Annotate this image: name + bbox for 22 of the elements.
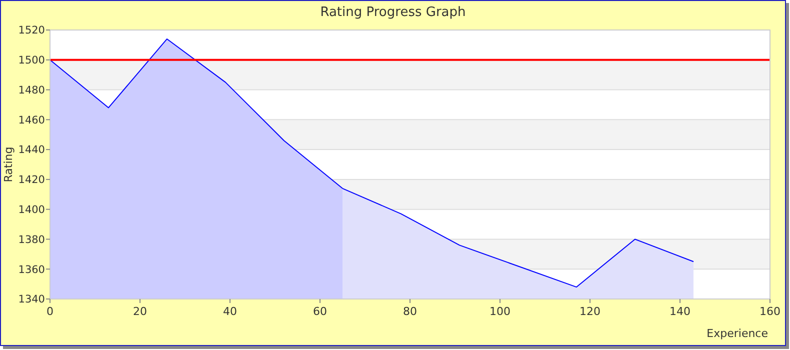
x-tick-label: 0 bbox=[46, 305, 54, 318]
x-tick-label: 40 bbox=[223, 305, 237, 318]
y-tick-label: 1460 bbox=[18, 114, 45, 126]
y-tick-label: 1520 bbox=[18, 24, 45, 37]
x-tick-label: 20 bbox=[133, 305, 147, 318]
chart-title: Rating Progress Graph bbox=[320, 5, 466, 20]
y-tick-label: 1420 bbox=[18, 174, 45, 186]
y-tick-label: 1480 bbox=[18, 84, 45, 96]
y-tick-label: 1380 bbox=[18, 234, 45, 246]
y-axis-title: Rating bbox=[2, 146, 15, 182]
x-tick-label: 100 bbox=[490, 305, 510, 318]
x-tick-label: 60 bbox=[313, 305, 327, 318]
x-axis-title: Experience bbox=[706, 327, 768, 340]
y-tick-label: 1440 bbox=[18, 144, 45, 156]
x-tick-label: 80 bbox=[403, 305, 417, 318]
x-tick-label: 160 bbox=[760, 305, 780, 318]
x-tick-label: 140 bbox=[670, 305, 690, 318]
x-tick-label: 120 bbox=[580, 305, 600, 318]
y-tick-label: 1340 bbox=[18, 294, 45, 306]
y-tick-label: 1500 bbox=[18, 54, 45, 67]
y-tick-label: 1400 bbox=[18, 204, 45, 216]
y-tick-label: 1360 bbox=[18, 264, 45, 276]
